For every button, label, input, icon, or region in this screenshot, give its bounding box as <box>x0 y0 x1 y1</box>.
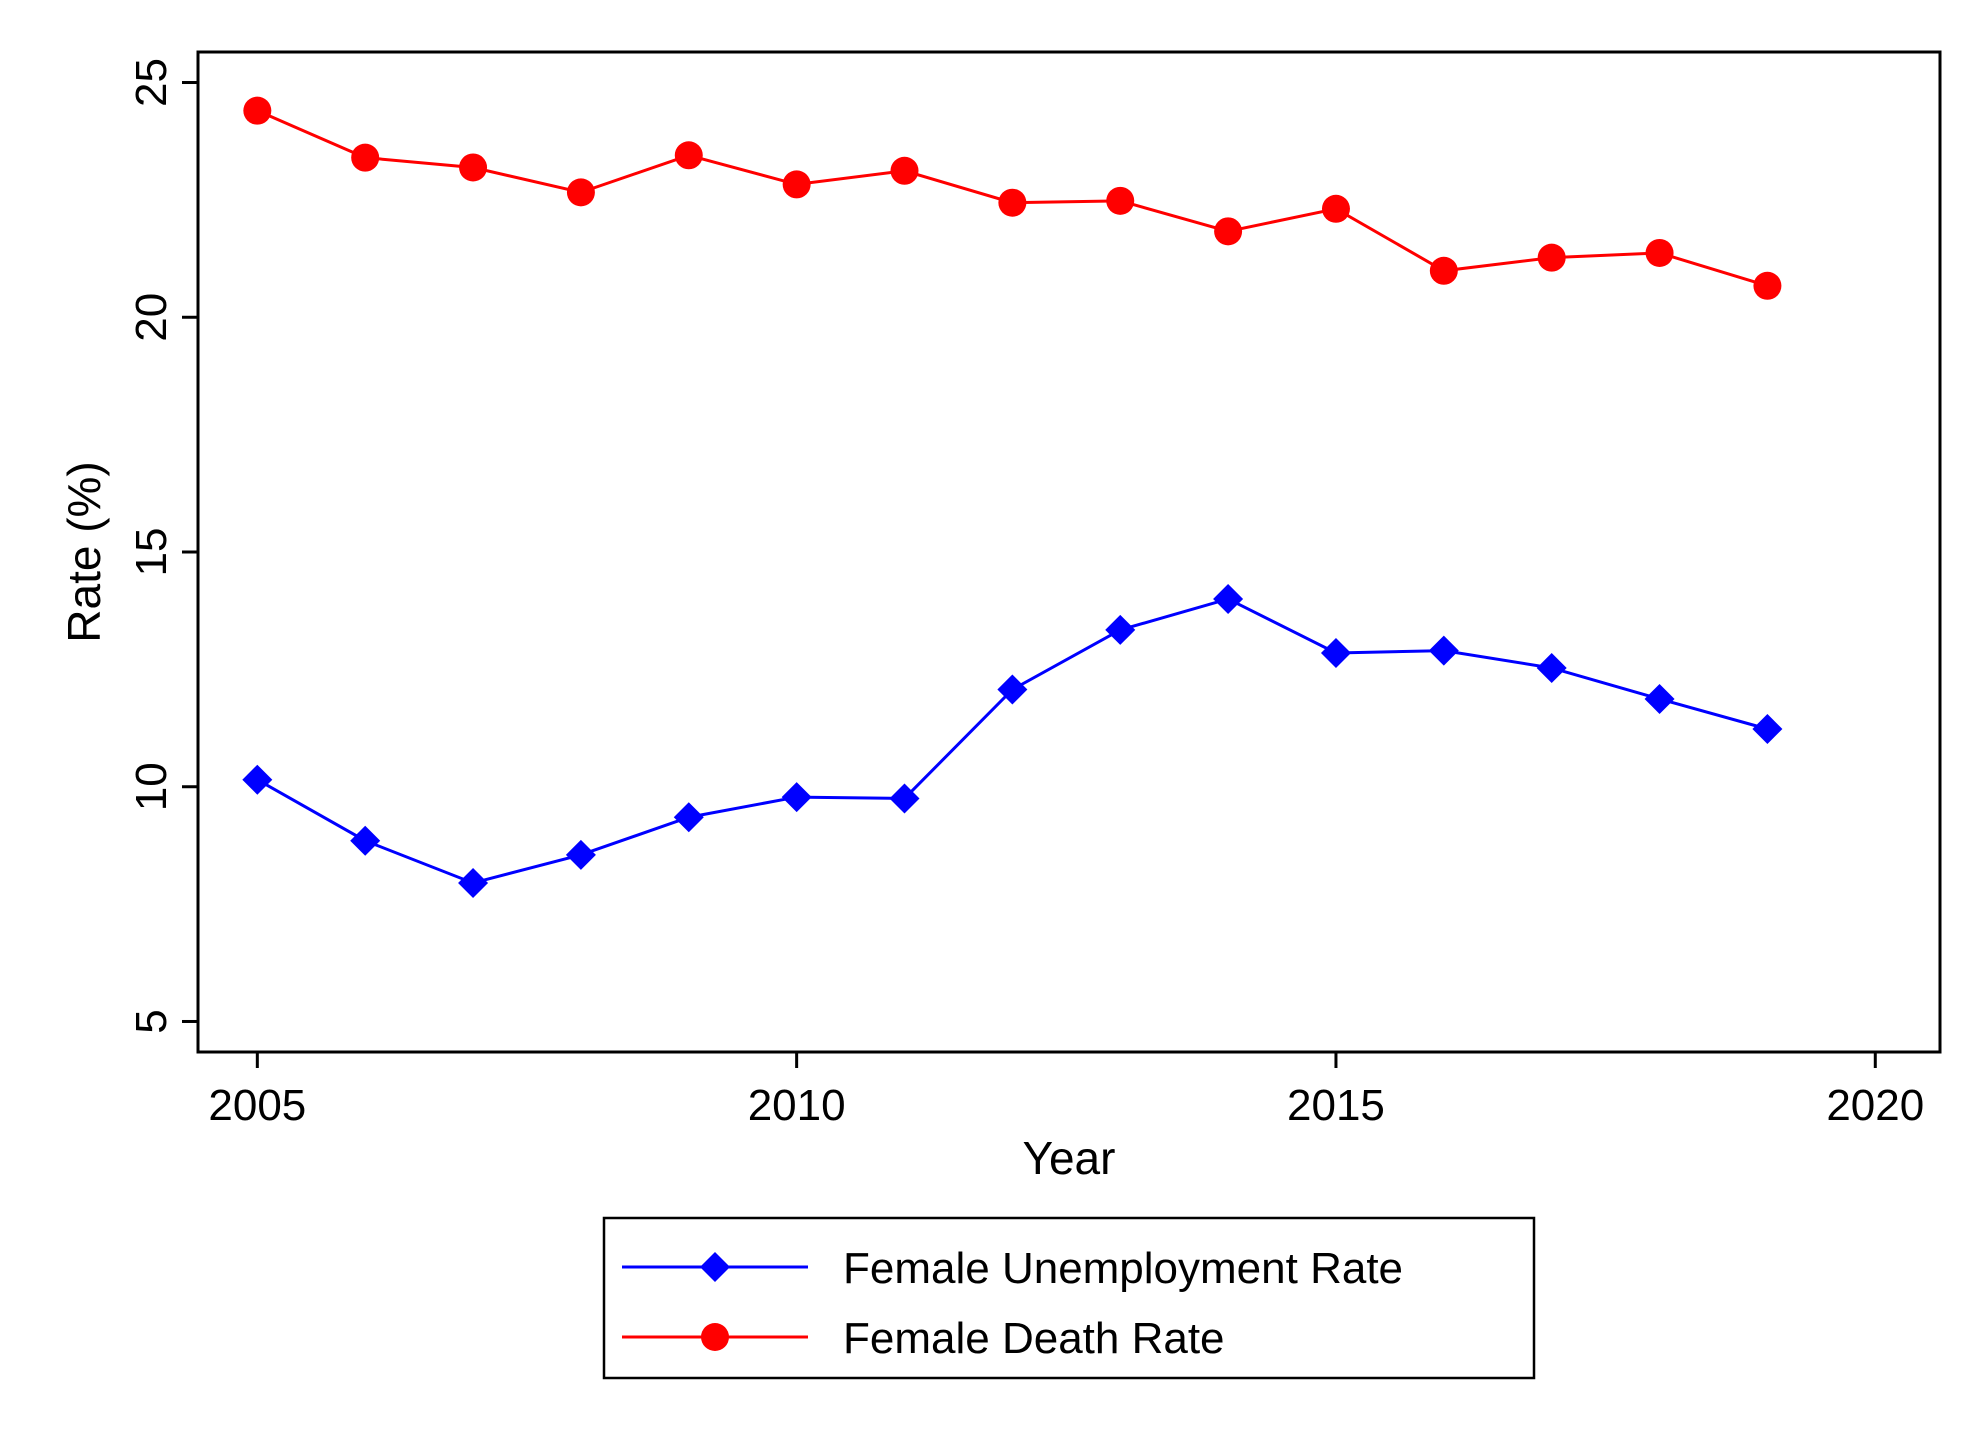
y-tick-label: 25 <box>127 58 176 107</box>
female-death-rate-point <box>782 170 811 199</box>
plot-area-frame <box>196 50 1942 1054</box>
female-death-rate-series <box>243 96 1782 300</box>
female-unemployment-rate-point <box>889 783 920 814</box>
female-unemployment-rate-point <box>458 867 489 898</box>
female-unemployment-rate-point <box>1428 635 1459 666</box>
female-death-rate-point <box>1429 256 1458 285</box>
x-axis-ticks: 2005 2010 2015 2020 <box>208 1052 1924 1130</box>
legend-entries: Female Unemployment Rate Female Death Rat… <box>622 1244 1403 1363</box>
female-unemployment-rate-point <box>350 825 381 856</box>
series-layer <box>242 96 1783 898</box>
legend-entry-female-unemployment-rate: Female Unemployment Rate <box>622 1244 1403 1293</box>
legend-label-female-unemployment-rate: Female Unemployment Rate <box>843 1244 1403 1293</box>
y-tick-label: 15 <box>127 528 176 577</box>
female-death-rate-point <box>1321 194 1350 223</box>
legend-label-female-death-rate: Female Death Rate <box>843 1314 1225 1363</box>
female-death-rate-point <box>1537 243 1566 272</box>
x-tick-label: 2010 <box>748 1081 846 1130</box>
female-unemployment-rate-point <box>1213 583 1244 614</box>
y-axis-title: Rate (%) <box>58 461 110 642</box>
female-unemployment-rate-point <box>1644 683 1675 714</box>
y-tick-label: 20 <box>127 293 176 342</box>
female-death-rate-point <box>459 153 488 182</box>
y-tick-label: 10 <box>127 762 176 811</box>
legend: Female Unemployment Rate Female Death Rat… <box>602 1216 1536 1380</box>
female-unemployment-rate-point <box>1105 614 1136 645</box>
female-unemployment-rate-point <box>1320 637 1351 668</box>
x-axis-title: Year <box>1023 1132 1116 1184</box>
female-unemployment-rate-point <box>781 782 812 813</box>
female-unemployment-rate-point <box>997 674 1028 705</box>
female-death-rate-point <box>998 188 1027 217</box>
y-tick-label: 5 <box>127 1009 176 1033</box>
female-unemployment-rate-point <box>673 802 704 833</box>
female-death-rate-point <box>243 96 272 125</box>
female-death-rate-point <box>1214 217 1243 246</box>
legend-box <box>602 1216 1536 1380</box>
legend-marker-female-death-rate <box>701 1323 729 1351</box>
x-tick-label: 2020 <box>1826 1081 1924 1130</box>
x-tick-label: 2005 <box>208 1081 306 1130</box>
female-death-rate-point <box>1106 186 1135 215</box>
x-tick-label: 2015 <box>1287 1081 1385 1130</box>
female-unemployment-rate-series <box>242 583 1783 898</box>
female-death-rate-point <box>1645 238 1674 267</box>
female-unemployment-rate-point <box>242 764 273 795</box>
female-death-rate-point <box>890 156 919 185</box>
y-axis-ticks: 5 10 15 20 25 <box>127 58 198 1034</box>
female-unemployment-rate-point <box>565 839 596 870</box>
female-death-rate-point <box>566 178 595 207</box>
female-unemployment-rate-point <box>1536 652 1567 683</box>
legend-entry-female-death-rate: Female Death Rate <box>622 1314 1225 1363</box>
female-unemployment-rate-point <box>1752 713 1783 744</box>
female-death-rate-point <box>1753 271 1782 300</box>
legend-marker-female-unemployment-rate <box>700 1252 730 1282</box>
female-death-rate-point <box>351 143 380 172</box>
female-death-rate-point <box>674 141 703 170</box>
